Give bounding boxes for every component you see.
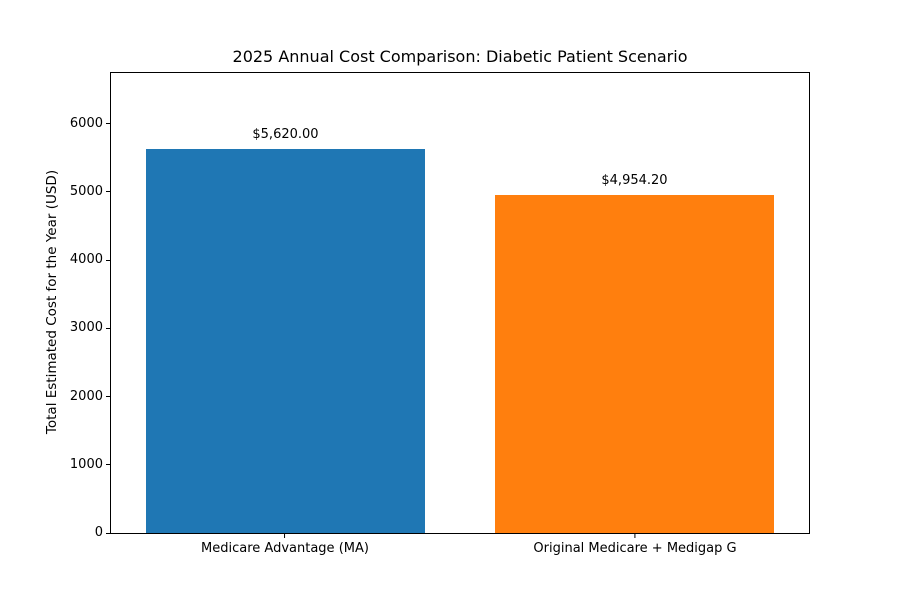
x-tick-original-medicare: Original Medicare + Medigap G [533,534,737,556]
bar-original-medicare [494,194,775,533]
y-tick-label: 5000 [69,183,103,199]
x-tick-mark [284,534,286,538]
y-tick-label: 6000 [69,115,103,131]
x-tick-medicare-advantage: Medicare Advantage (MA) [201,534,369,556]
y-tick: 6000 [70,116,110,132]
y-tick-mark [106,191,110,193]
y-tick-mark [106,532,110,534]
x-tick-mark [634,534,636,538]
y-tick-label: 4000 [69,252,103,268]
bar-value-label-original-medicare: $4,954.20 [601,172,668,188]
y-tick: 2000 [70,389,110,405]
y-tick-mark [106,123,110,125]
y-axis-ticks: 0 1000 2000 3000 4000 5000 6000 [0,73,110,540]
y-tick: 1000 [70,457,110,473]
y-tick: 5000 [70,184,110,200]
y-tick-mark [106,259,110,261]
y-tick-mark [106,464,110,466]
plot-area: $5,620.00 $4,954.20 [110,72,810,534]
bar-value-label-medicare-advantage: $5,620.00 [252,127,319,143]
bar-medicare-advantage [145,149,426,533]
y-tick-label: 1000 [69,456,103,472]
y-tick-label: 2000 [69,388,103,404]
bar-group-original-medicare: $4,954.20 [494,73,775,533]
x-tick-label-original-medicare: Original Medicare + Medigap G [533,541,737,556]
y-tick-label: 3000 [69,320,103,336]
y-tick-mark [106,327,110,329]
y-tick-label: 0 [94,525,103,540]
y-tick: 3000 [70,320,110,336]
y-tick: 0 [95,525,110,541]
bar-group-medicare-advantage: $5,620.00 [145,73,426,533]
x-tick-label-medicare-advantage: Medicare Advantage (MA) [201,541,369,556]
chart-title: 2025 Annual Cost Comparison: Diabetic Pa… [232,47,688,66]
y-tick: 4000 [70,252,110,268]
y-tick-mark [106,396,110,398]
